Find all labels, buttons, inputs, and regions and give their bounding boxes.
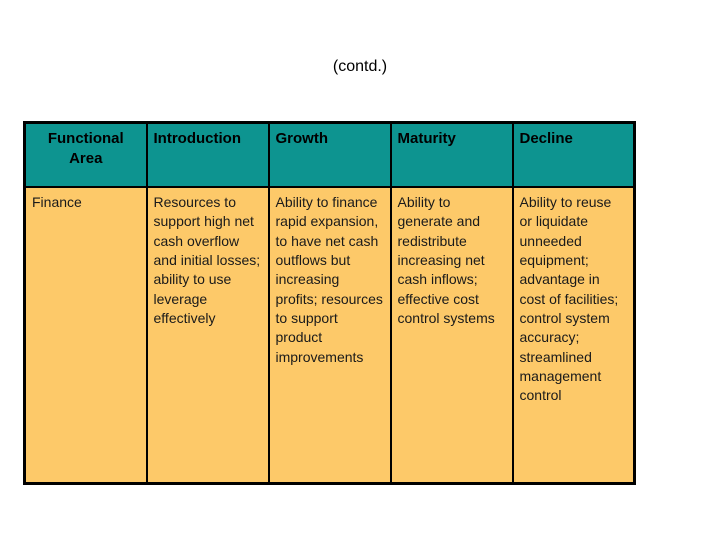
cell-growth: Ability to finance rapid expansion, to h… bbox=[267, 186, 392, 485]
header-functional-area: Functional Area bbox=[23, 121, 148, 188]
header-growth: Growth bbox=[267, 121, 392, 188]
header-row: Functional Area Introduction Growth Matu… bbox=[23, 121, 636, 188]
table-row-finance: Finance Resources to support high net ca… bbox=[23, 186, 636, 485]
header-decline: Decline bbox=[511, 121, 636, 188]
cell-functional-area: Finance bbox=[23, 186, 148, 485]
slide-title: (contd.) bbox=[332, 58, 388, 75]
product-lifecycle-table: Functional Area Introduction Growth Matu… bbox=[23, 121, 636, 485]
cell-decline: Ability to reuse or liquidate unneeded e… bbox=[511, 186, 636, 485]
cell-maturity: Ability to generate and redistribute inc… bbox=[389, 186, 514, 485]
header-maturity: Maturity bbox=[389, 121, 514, 188]
cell-introduction: Resources to support high net cash overf… bbox=[145, 186, 270, 485]
header-introduction: Introduction bbox=[145, 121, 270, 188]
